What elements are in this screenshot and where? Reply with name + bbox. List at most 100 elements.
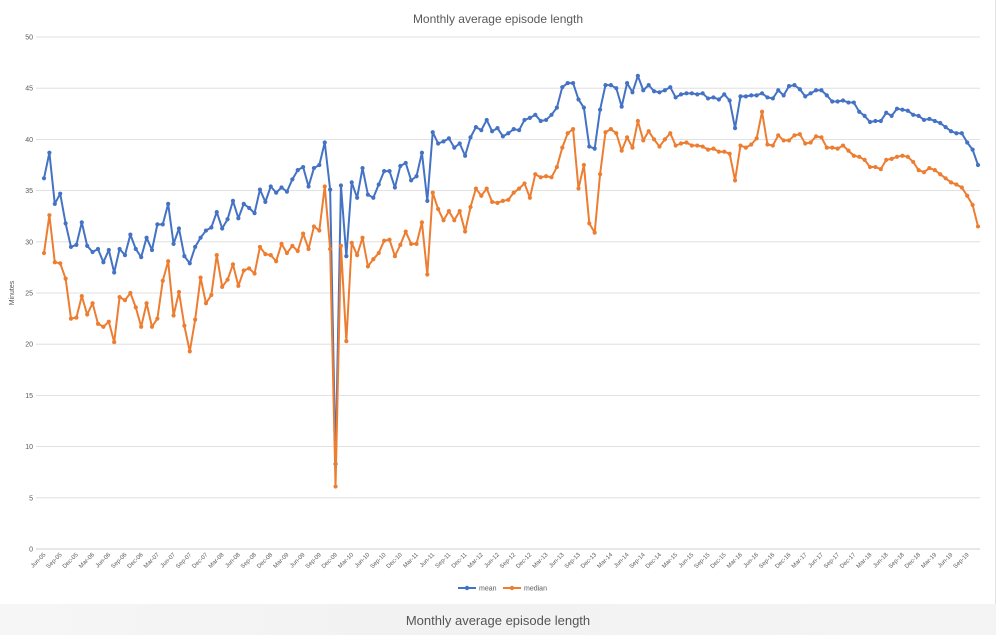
chart-title: Monthly average episode length <box>413 12 583 26</box>
data-point-mean <box>533 112 538 117</box>
data-point-mean <box>317 162 322 168</box>
data-point-mean <box>484 117 489 123</box>
data-point-median <box>538 175 543 180</box>
data-point-mean <box>776 88 781 93</box>
data-point-mean <box>678 92 684 97</box>
data-point-median <box>74 315 79 320</box>
x-tick-label: Mar-08 <box>208 552 226 570</box>
data-point-mean <box>970 147 975 152</box>
data-point-median <box>290 243 295 248</box>
x-tick-label: Sep-12 <box>499 552 517 570</box>
data-point-median <box>970 202 975 208</box>
data-point-median <box>47 213 52 218</box>
legend-mean-label: mean <box>479 586 497 593</box>
data-point-mean <box>365 192 371 197</box>
data-point-mean <box>457 141 462 146</box>
data-point-median <box>490 199 495 204</box>
data-point-median <box>463 229 468 234</box>
data-point-mean <box>900 107 905 112</box>
data-point-median <box>398 242 403 247</box>
data-point-median <box>889 156 894 161</box>
data-point-mean <box>468 135 473 140</box>
x-tick-label: Mar-06 <box>78 552 96 570</box>
data-point-median <box>279 241 284 246</box>
data-point-median <box>203 301 209 306</box>
data-point-median <box>759 109 765 114</box>
data-point-median <box>85 312 90 317</box>
data-point-median <box>166 259 171 264</box>
series-line-mean <box>43 74 979 466</box>
data-point-median <box>635 118 640 124</box>
legend-mean-marker <box>464 585 470 591</box>
data-point-mean <box>965 140 970 145</box>
y-axis-ticks: 0 5 10 15 20 25 30 35 40 45 50 <box>25 35 33 554</box>
data-point-median <box>446 208 452 214</box>
data-point-median <box>835 146 840 151</box>
data-point-mean <box>614 86 619 91</box>
data-point-mean <box>409 178 414 183</box>
data-point-median <box>155 316 160 321</box>
data-point-median <box>268 253 273 258</box>
data-point-mean <box>382 169 387 174</box>
data-point-mean <box>943 125 948 130</box>
data-point-mean <box>732 126 738 131</box>
data-point-median <box>662 137 667 142</box>
data-point-mean <box>371 195 376 200</box>
x-tick-label: Dec-15 <box>710 552 728 570</box>
data-point-median <box>473 186 479 191</box>
data-point-median <box>803 141 808 146</box>
data-point-median <box>252 271 257 276</box>
data-point-mean <box>565 80 570 86</box>
data-point-median <box>274 259 279 264</box>
data-point-mean <box>68 244 74 250</box>
data-point-mean <box>398 163 403 169</box>
data-point-median <box>867 164 873 170</box>
data-point-median <box>711 146 716 151</box>
data-point-mean <box>813 88 819 93</box>
data-point-mean <box>608 83 613 88</box>
data-point-mean <box>225 217 230 222</box>
data-point-median <box>247 266 252 271</box>
data-point-median <box>722 149 727 154</box>
figure-caption: Monthly average episode length <box>405 613 591 628</box>
data-point-median <box>738 143 743 148</box>
data-point-mean <box>921 117 927 123</box>
data-point-mean <box>166 201 171 207</box>
data-point-median <box>651 137 657 142</box>
data-point-mean <box>570 80 576 86</box>
x-tick-label: Dec-14 <box>645 552 663 570</box>
x-tick-label: Sep-13 <box>564 552 582 570</box>
data-point-mean <box>700 91 705 96</box>
data-point-mean <box>74 242 79 247</box>
data-point-median <box>678 141 684 146</box>
data-point-mean <box>522 117 527 123</box>
data-point-median <box>430 190 435 195</box>
data-point-median <box>786 138 792 143</box>
data-point-median <box>597 172 603 177</box>
data-point-median <box>41 250 47 256</box>
x-tick-label: Sep-17 <box>823 552 841 570</box>
data-point-median <box>770 143 775 148</box>
x-tick-label: Mar-18 <box>856 552 874 570</box>
x-tick-label: Sep-11 <box>435 552 453 570</box>
y-tick-label: 45 <box>25 86 33 93</box>
x-tick-label: Dec-08 <box>256 552 274 570</box>
data-point-median <box>965 193 970 198</box>
x-tick-label: Mar-14 <box>597 552 615 570</box>
data-point-median <box>79 293 84 299</box>
data-point-mean <box>749 93 754 98</box>
data-point-mean <box>182 254 187 259</box>
data-point-median <box>668 131 673 136</box>
data-point-median <box>878 167 883 172</box>
data-point-mean <box>511 127 516 132</box>
x-tick-label: Mar-16 <box>726 552 744 570</box>
data-point-mean <box>344 254 349 259</box>
data-point-median <box>570 127 576 132</box>
x-tick-label: Dec-09 <box>321 552 339 570</box>
data-point-mean <box>668 85 673 90</box>
data-point-mean <box>560 85 565 90</box>
data-point-mean <box>247 205 252 211</box>
data-point-mean <box>527 115 533 120</box>
data-point-median <box>349 240 354 245</box>
x-tick-label: Mar-09 <box>273 552 291 570</box>
